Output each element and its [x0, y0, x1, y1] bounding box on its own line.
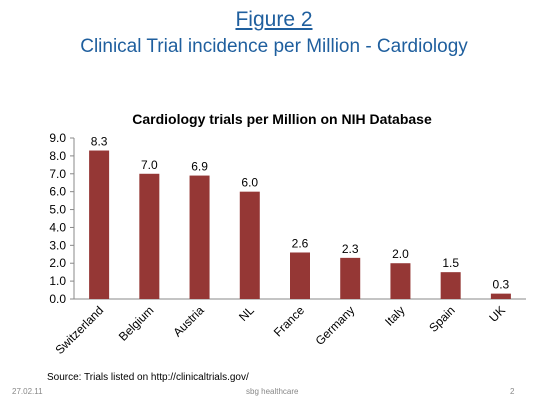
data-label: 7.0	[141, 158, 158, 172]
bar-spain	[440, 272, 461, 299]
bar-france	[290, 252, 310, 299]
source-note: Source: Trials listed on http://clinical…	[47, 372, 249, 383]
data-label: 1.5	[442, 256, 459, 270]
y-tick-label: 6.0	[49, 185, 66, 199]
y-tick-label: 0.0	[49, 292, 66, 306]
y-tick-label: 2.0	[49, 256, 66, 270]
x-category-label: NL	[236, 303, 257, 324]
bar-switzerland	[89, 150, 110, 299]
footer-date: 27.02.11	[12, 387, 43, 396]
slide-title: Clinical Trial incidence per Million - C…	[80, 36, 468, 57]
footer-org: sbg healthcare	[246, 387, 299, 396]
x-category-label: France	[271, 303, 308, 340]
y-tick-label: 9.0	[49, 131, 66, 145]
y-tick-label: 7.0	[49, 167, 66, 181]
y-axis: 0.0 1.0 2.0 3.0 4.0 5.0 6.0 7.0 8.0 9.0	[49, 131, 75, 306]
figure-label: Figure 2	[235, 8, 313, 31]
data-label: 0.3	[493, 278, 510, 292]
x-category-label: UK	[486, 303, 508, 325]
y-tick-label: 4.0	[49, 220, 66, 234]
data-label: 8.3	[91, 135, 108, 149]
x-category-label: Spain	[426, 303, 458, 335]
y-tick-label: 3.0	[49, 238, 66, 252]
bar-belgium	[139, 173, 160, 299]
y-tick-label: 1.0	[49, 274, 66, 288]
x-category-label: Germany	[313, 303, 358, 348]
data-label: 2.0	[392, 247, 409, 261]
y-tick-label: 5.0	[49, 203, 66, 217]
data-label: 6.0	[241, 176, 258, 190]
data-label: 2.3	[342, 242, 359, 256]
data-label: 6.9	[191, 160, 208, 174]
chart-title: Cardiology trials per Million on NIH Dat…	[132, 111, 432, 127]
x-category-label: Italy	[382, 303, 407, 328]
bar-uk	[490, 293, 511, 299]
bar-germany	[340, 257, 361, 299]
slide-heading: Figure 2 Clinical Trial incidence per Mi…	[0, 8, 548, 60]
page-number: 2	[510, 387, 515, 396]
bar-austria	[189, 175, 210, 299]
x-category-label: Switzerland	[52, 303, 106, 357]
bars: 8.3 7.0 6.9 6.0 2.6 2.3 2.0 1.5 0.3	[89, 135, 511, 299]
x-axis: Switzerland Belgium Austria NL France Germany…	[52, 298, 526, 357]
data-label: 2.6	[292, 236, 309, 250]
x-category-label: Austria	[170, 303, 207, 340]
x-category-label: Belgium	[116, 303, 157, 344]
bar-nl	[239, 191, 260, 299]
bar-italy	[390, 263, 411, 299]
y-tick-label: 8.0	[49, 149, 66, 163]
